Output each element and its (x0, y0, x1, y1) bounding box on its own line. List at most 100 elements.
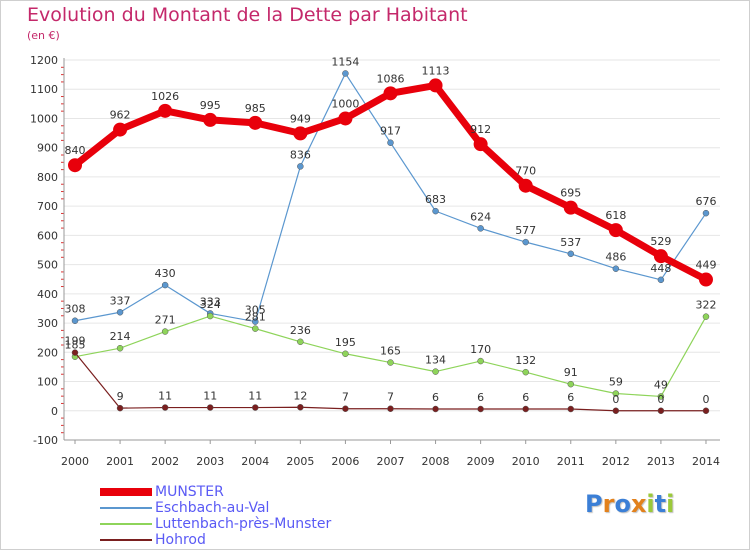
data-point (698, 272, 713, 287)
y-tick-label: 600 (37, 229, 58, 242)
legend-label: Luttenbach-près-Munster (155, 516, 332, 532)
legend-label: Hohrod (155, 532, 206, 548)
data-label: 1113 (422, 64, 450, 77)
chart-title: Evolution du Montant de la Dette par Hab… (27, 4, 468, 26)
data-point (657, 407, 665, 415)
y-tick-label: 1000 (30, 112, 58, 125)
data-point (116, 404, 124, 412)
chart-unit-label: (en €) (27, 29, 60, 42)
data-point (206, 312, 214, 320)
x-tick-label: 2012 (602, 455, 630, 468)
data-point (657, 276, 665, 284)
y-tick-label: 0 (51, 405, 58, 418)
data-point (158, 103, 173, 118)
data-label: 912 (470, 123, 491, 136)
data-label: 199 (65, 335, 86, 348)
data-point (432, 405, 439, 413)
data-label: 962 (110, 109, 131, 122)
data-label: 985 (245, 102, 266, 115)
data-point (383, 86, 398, 101)
data-point (563, 200, 578, 215)
data-point (387, 405, 394, 412)
data-point (71, 349, 79, 356)
data-point (203, 112, 218, 127)
data-point (342, 405, 349, 412)
data-label: 165 (380, 345, 401, 358)
data-point (477, 405, 484, 413)
x-tick-label: 2002 (151, 455, 179, 468)
data-label: 134 (425, 354, 446, 367)
data-point (71, 317, 79, 324)
data-point (432, 207, 439, 215)
data-point (252, 404, 259, 411)
x-tick-label: 2014 (692, 455, 720, 468)
y-tick-label: 700 (37, 200, 58, 213)
data-point (477, 225, 484, 232)
logo-letter: i (666, 490, 675, 518)
data-label: 6 (522, 391, 529, 404)
x-tick-label: 2010 (512, 455, 540, 468)
x-tick-label: 2004 (241, 455, 269, 468)
data-point (387, 359, 394, 366)
legend-label: MUNSTER (155, 484, 224, 500)
data-point (342, 350, 349, 358)
data-point (297, 404, 304, 411)
y-tick-label: -100 (33, 434, 58, 447)
logo-letter: r (602, 490, 615, 518)
x-tick-label: 2000 (61, 455, 89, 468)
data-point (518, 178, 533, 193)
data-point (702, 313, 710, 320)
data-point (297, 338, 304, 346)
y-tick-label: 200 (37, 346, 58, 359)
data-point (116, 309, 124, 316)
x-tick-label: 2008 (422, 455, 450, 468)
data-label: 430 (155, 267, 176, 280)
data-label: 324 (200, 298, 221, 311)
x-tick-label: 2011 (557, 455, 585, 468)
logo-letter: x (630, 490, 647, 518)
y-tick-label: 900 (37, 142, 58, 155)
data-point (567, 250, 575, 258)
x-tick-label: 2005 (286, 455, 314, 468)
data-label: 0 (612, 393, 619, 406)
data-point (338, 111, 353, 126)
data-label: 1000 (331, 97, 359, 110)
data-point (161, 281, 169, 289)
data-point (657, 393, 665, 400)
data-point (293, 126, 308, 141)
data-point (608, 223, 623, 238)
data-label: 305 (245, 304, 266, 317)
data-label: 195 (335, 336, 356, 349)
data-point (567, 380, 575, 388)
y-tick-label: 1100 (30, 83, 58, 96)
data-label: 529 (650, 235, 671, 248)
data-label: 7 (342, 391, 349, 404)
logo-letter: o (614, 490, 631, 518)
data-label: 995 (200, 99, 221, 112)
data-label: 6 (432, 391, 439, 404)
data-point (612, 390, 620, 397)
data-label: 0 (702, 393, 709, 406)
data-label: 132 (515, 354, 536, 367)
data-label: 449 (695, 259, 716, 272)
data-label: 7 (387, 391, 394, 404)
data-label: 618 (605, 209, 626, 222)
logo-letter: t (654, 490, 667, 518)
y-tick-label: 500 (37, 259, 58, 272)
data-label: 676 (695, 195, 716, 208)
data-label: 322 (695, 299, 716, 312)
data-label: 11 (248, 390, 262, 403)
data-point (297, 163, 304, 170)
x-tick-label: 2001 (106, 455, 134, 468)
data-label: 770 (515, 165, 536, 178)
data-point (522, 238, 529, 246)
legend-label: Eschbach-au-Val (155, 500, 270, 516)
data-label: 917 (380, 125, 401, 138)
data-label: 308 (65, 303, 86, 316)
data-point (116, 344, 124, 352)
y-tick-label: 400 (37, 288, 58, 301)
data-point (522, 405, 529, 413)
data-point (702, 407, 710, 415)
data-point (252, 318, 259, 325)
